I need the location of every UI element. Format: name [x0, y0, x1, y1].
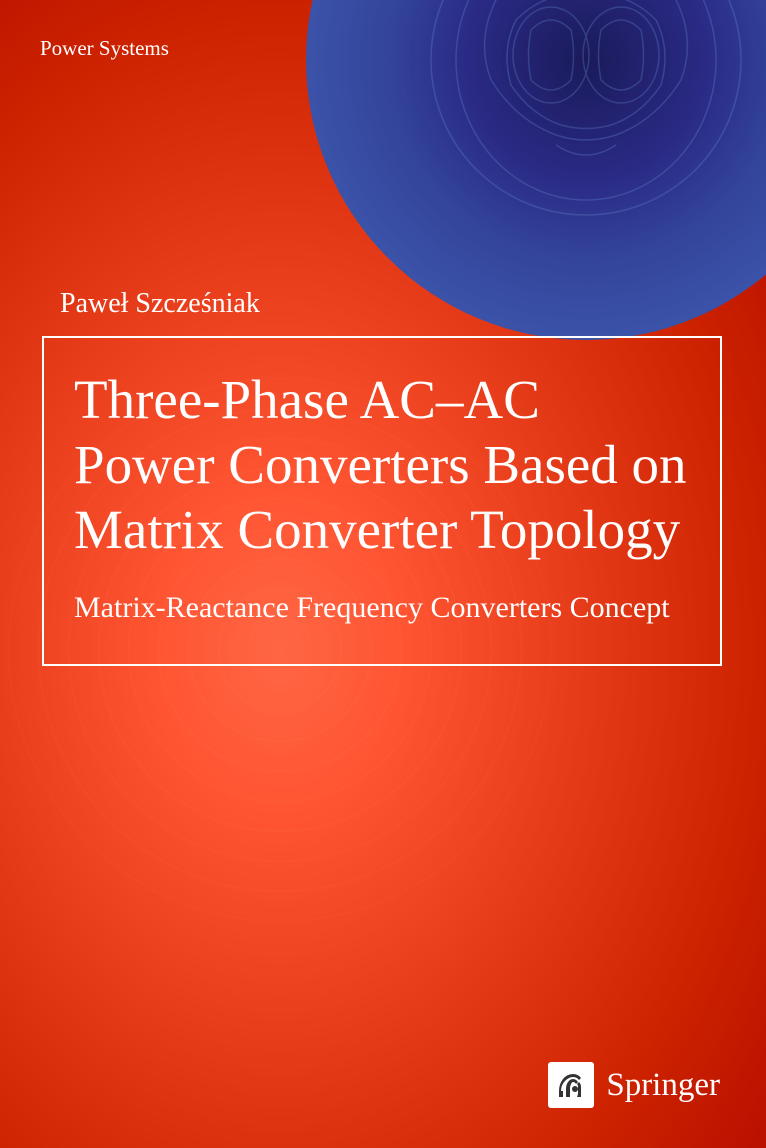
publisher-block: Springer — [548, 1062, 720, 1108]
title-box: Three-Phase AC–AC Power Converters Based… — [42, 336, 722, 666]
book-title: Three-Phase AC–AC Power Converters Based… — [74, 368, 690, 563]
author-name: Paweł Szcześniak — [60, 288, 260, 320]
springer-logo-icon — [548, 1062, 594, 1108]
book-subtitle: Matrix-Reactance Frequency Converters Co… — [74, 589, 690, 627]
publisher-name: Springer — [606, 1067, 720, 1104]
fractal-pattern — [416, 0, 756, 230]
series-label: Power Systems — [40, 36, 169, 61]
